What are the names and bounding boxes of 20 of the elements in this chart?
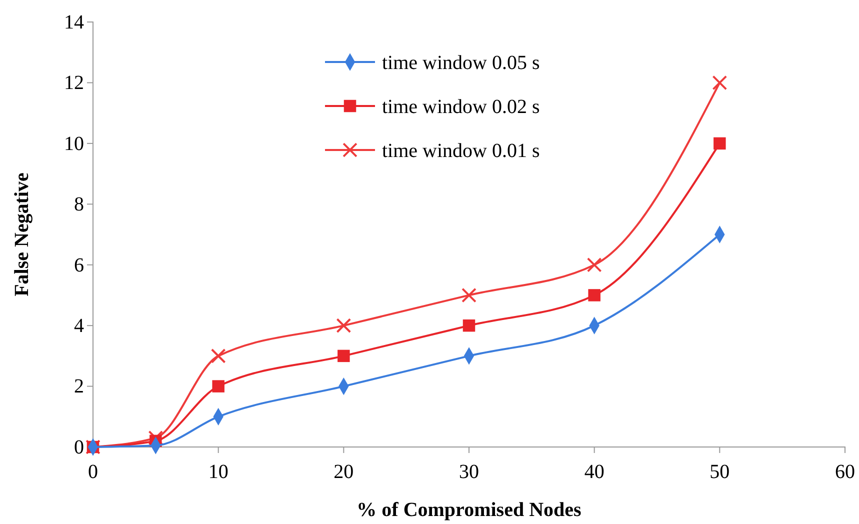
y-tick-label: 10 (64, 132, 84, 155)
x-axis-title: % of Compromised Nodes (356, 499, 582, 521)
y-tick-label: 14 (64, 11, 84, 34)
x-tick-label: 20 (334, 461, 354, 483)
x-tick-label: 60 (835, 461, 855, 483)
x-tick-label: 40 (584, 461, 604, 483)
x-tick-label: 50 (710, 461, 730, 483)
x-tick-label: 30 (459, 461, 479, 483)
y-axis-title: False Negative (11, 172, 33, 296)
y-tick-label: 0 (74, 436, 84, 458)
x-tick-label: 10 (208, 461, 228, 483)
y-tick-label: 2 (74, 376, 84, 398)
legend-label: time window 0.01 s (382, 140, 540, 162)
y-tick-label: 12 (64, 72, 84, 94)
y-tick-label: 4 (74, 314, 84, 337)
x-tick-label: 0 (88, 461, 98, 483)
y-tick-label: 6 (74, 254, 84, 276)
legend-label: time window 0.02 s (382, 96, 540, 118)
y-tick-label: 8 (74, 194, 84, 216)
legend-label: time window 0.05 s (382, 52, 540, 74)
